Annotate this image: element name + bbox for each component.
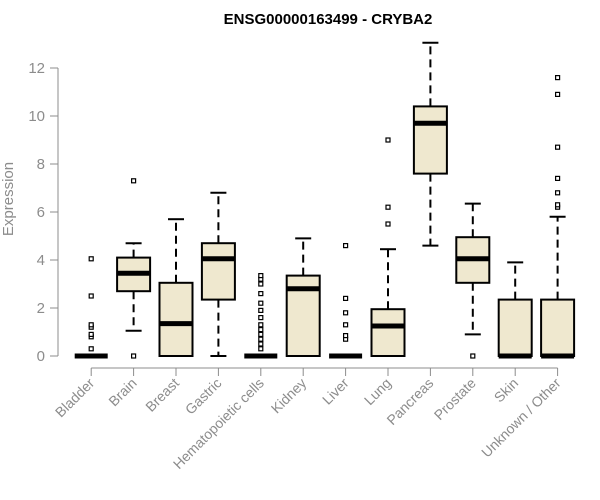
x-tick-label: Lung: [361, 375, 394, 408]
x-tick-label: Prostate: [431, 375, 479, 423]
box-3: [200, 191, 236, 357]
x-tick-label: Skin: [491, 375, 522, 406]
box-body: [412, 105, 448, 175]
outlier-point: [385, 204, 391, 210]
outlier-point: [258, 273, 264, 279]
box-0: [74, 256, 108, 359]
outlier-point: [88, 256, 94, 262]
box-7: [370, 137, 406, 358]
outlier-point: [343, 333, 349, 339]
outlier-point: [554, 202, 561, 208]
y-tick-label: 10: [28, 108, 45, 125]
y-tick-label: 0: [37, 348, 45, 365]
outlier-point: [343, 322, 349, 328]
outlier-point: [258, 341, 264, 347]
outlier-point: [554, 190, 561, 196]
outlier-point: [554, 175, 561, 181]
box-8: [412, 41, 448, 247]
outlier-point: [258, 300, 264, 306]
y-tick-label: 2: [37, 300, 45, 317]
chart-title: ENSG00000163499 - CRYBA2: [224, 11, 433, 28]
box-5: [285, 237, 321, 358]
outlier-point: [554, 144, 561, 150]
outlier-point: [554, 91, 561, 98]
y-tick-label: 12: [28, 60, 45, 77]
outlier-point: [258, 336, 264, 342]
outlier-point: [385, 137, 391, 143]
y-tick-label: 6: [37, 204, 45, 221]
box-body: [370, 308, 406, 358]
outlier-point: [258, 291, 264, 297]
outlier-point: [343, 243, 349, 249]
outlier-point: [258, 331, 264, 337]
outlier-point: [343, 295, 349, 301]
x-tick-label: Pancreas: [383, 375, 436, 428]
box-1: [116, 178, 152, 359]
outlier-point: [258, 322, 264, 328]
box-9: [455, 202, 491, 359]
box-body: [540, 298, 576, 358]
box-body: [158, 281, 194, 357]
outlier-point: [131, 353, 137, 359]
outlier-point: [554, 74, 561, 81]
x-tick-label: Liver: [319, 375, 352, 408]
box-body: [497, 298, 533, 358]
box-2: [158, 218, 194, 357]
x-tick-label: Bladder: [52, 375, 98, 421]
x-tick-label: Brain: [105, 375, 139, 409]
outlier-point: [131, 178, 137, 184]
y-tick-label: 8: [37, 156, 45, 173]
outlier-point: [343, 310, 349, 316]
box-6: [329, 243, 363, 359]
x-tick-label: Kidney: [268, 375, 310, 417]
y-axis: 0 2 4 6 8 10 12: [28, 60, 59, 365]
outlier-point: [88, 293, 94, 299]
outlier-point: [470, 353, 476, 359]
y-axis-label: Expression: [0, 162, 17, 236]
outlier-point: [258, 346, 264, 352]
outlier-point: [258, 307, 264, 313]
box-4: [244, 273, 278, 359]
outlier-point: [88, 331, 94, 337]
box-11: [540, 74, 576, 359]
box-body: [200, 242, 236, 301]
x-tick-label: Unknown / Other: [478, 375, 564, 461]
boxes-group: [74, 41, 576, 359]
outlier-point: [88, 322, 94, 328]
outlier-point: [385, 221, 391, 227]
box-10: [497, 261, 533, 359]
y-tick-label: 4: [37, 252, 45, 269]
x-tick-label: Breast: [142, 375, 182, 415]
outlier-point: [258, 315, 264, 321]
outlier-point: [258, 281, 264, 287]
outlier-point: [258, 327, 264, 333]
outlier-point: [88, 346, 94, 352]
